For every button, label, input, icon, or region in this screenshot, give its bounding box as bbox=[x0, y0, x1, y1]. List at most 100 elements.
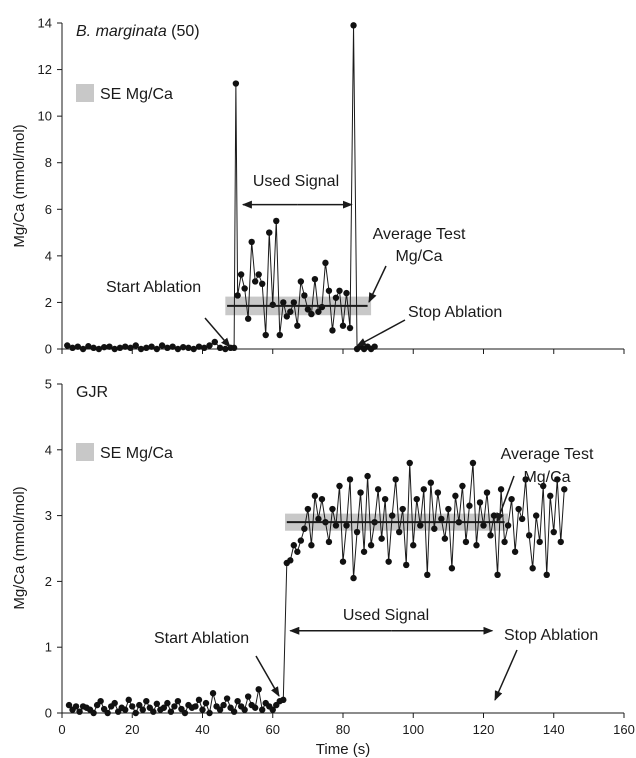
bottom-ylabel: Mg/Ca (mmol/mol) bbox=[11, 486, 28, 609]
data-point bbox=[529, 565, 536, 572]
data-point bbox=[185, 344, 192, 352]
data-point bbox=[311, 275, 319, 283]
data-point bbox=[353, 528, 361, 536]
data-point bbox=[137, 345, 145, 353]
data-point bbox=[64, 342, 71, 349]
data-point bbox=[540, 482, 547, 490]
data-point bbox=[259, 706, 266, 713]
data-point bbox=[234, 292, 241, 299]
data-point bbox=[396, 528, 403, 536]
data-point bbox=[364, 472, 371, 480]
panel-label: B. marginata (50) bbox=[76, 23, 200, 40]
data-point bbox=[273, 217, 280, 225]
y-tick-label: 4 bbox=[45, 248, 52, 263]
data-point bbox=[287, 308, 294, 315]
data-point bbox=[371, 343, 378, 350]
data-point bbox=[241, 706, 248, 713]
data-point bbox=[325, 287, 333, 294]
data-point bbox=[174, 345, 182, 353]
data-point bbox=[445, 505, 452, 513]
data-point bbox=[174, 697, 182, 705]
data-point bbox=[76, 708, 83, 715]
data-point bbox=[90, 344, 97, 352]
data-point bbox=[195, 696, 203, 704]
data-point bbox=[164, 344, 171, 352]
data-point bbox=[532, 512, 540, 519]
data-point bbox=[329, 505, 336, 513]
start-ablation-arrow bbox=[255, 655, 280, 697]
data-point bbox=[357, 489, 364, 496]
data-point bbox=[202, 699, 210, 707]
start-ablation-arrow bbox=[204, 317, 231, 348]
average-label-line1: Average Test bbox=[501, 446, 594, 463]
data-point bbox=[69, 344, 76, 352]
data-point bbox=[209, 690, 217, 697]
data-point bbox=[290, 299, 298, 306]
y-tick-label: 3 bbox=[45, 508, 52, 523]
used-signal-label: Used Signal bbox=[253, 173, 339, 190]
data-point bbox=[550, 528, 557, 536]
start-ablation-label: Start Ablation bbox=[154, 630, 249, 647]
y-tick-label: 0 bbox=[45, 342, 52, 357]
data-point bbox=[150, 708, 157, 715]
data-point bbox=[462, 538, 470, 546]
data-point bbox=[554, 476, 561, 483]
data-point bbox=[153, 700, 161, 707]
panel-label-name: B. marginata bbox=[76, 23, 167, 40]
data-point bbox=[294, 548, 301, 555]
data-point bbox=[237, 271, 245, 278]
data-point bbox=[139, 706, 146, 713]
average-arrow bbox=[496, 475, 515, 523]
data-point bbox=[420, 486, 427, 493]
data-point bbox=[350, 574, 357, 582]
data-point bbox=[561, 486, 568, 493]
panel-top: 0 2 4 6 8 10 12 14 B. marginata (50) SE Mg/Ca Used… bbox=[38, 16, 625, 357]
data-point bbox=[318, 303, 326, 311]
data-point bbox=[378, 535, 385, 542]
data-point bbox=[206, 342, 213, 349]
data-point bbox=[473, 542, 480, 549]
data-point bbox=[129, 703, 136, 710]
data-point bbox=[241, 285, 248, 292]
data-point bbox=[304, 505, 312, 513]
data-point bbox=[195, 343, 203, 350]
data-point bbox=[251, 278, 259, 285]
data-point bbox=[269, 706, 276, 713]
y-tick-label: 10 bbox=[38, 109, 52, 124]
x-tick-label: 100 bbox=[402, 722, 424, 737]
bottom-xlabel: Time (s) bbox=[316, 741, 370, 758]
data-point bbox=[350, 22, 357, 29]
data-point bbox=[206, 709, 213, 717]
data-point bbox=[339, 558, 347, 565]
panel-label-name: GJR bbox=[76, 384, 108, 401]
data-point bbox=[65, 701, 73, 709]
data-point bbox=[171, 703, 178, 710]
data-point bbox=[158, 342, 166, 349]
data-point bbox=[315, 308, 322, 315]
data-point bbox=[167, 708, 175, 715]
data-point bbox=[441, 535, 449, 542]
data-point bbox=[346, 324, 354, 332]
data-point bbox=[543, 571, 550, 579]
data-point bbox=[343, 522, 350, 529]
data-point bbox=[480, 522, 487, 529]
y-tick-label: 12 bbox=[38, 62, 52, 77]
x-tick-label: 80 bbox=[336, 722, 350, 737]
data-point bbox=[518, 515, 526, 523]
y-tick-label: 2 bbox=[45, 295, 52, 310]
data-point bbox=[116, 344, 124, 352]
data-point bbox=[132, 709, 139, 717]
data-point bbox=[490, 512, 498, 519]
data-point bbox=[201, 344, 208, 352]
data-point bbox=[216, 344, 224, 352]
data-point bbox=[392, 476, 399, 483]
y-tick-label: 14 bbox=[38, 16, 52, 31]
y-tick-label: 1 bbox=[45, 640, 52, 655]
data-point bbox=[192, 703, 199, 710]
data-point bbox=[504, 522, 512, 529]
start-ablation-label: Start Ablation bbox=[106, 279, 201, 296]
data-point bbox=[497, 486, 505, 493]
data-point bbox=[483, 489, 491, 496]
data-point bbox=[111, 345, 118, 353]
average-label-line1: Average Test bbox=[373, 226, 466, 243]
